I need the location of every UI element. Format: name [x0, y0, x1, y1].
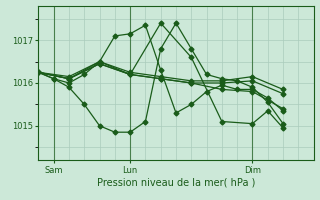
X-axis label: Pression niveau de la mer( hPa ): Pression niveau de la mer( hPa ): [97, 177, 255, 187]
